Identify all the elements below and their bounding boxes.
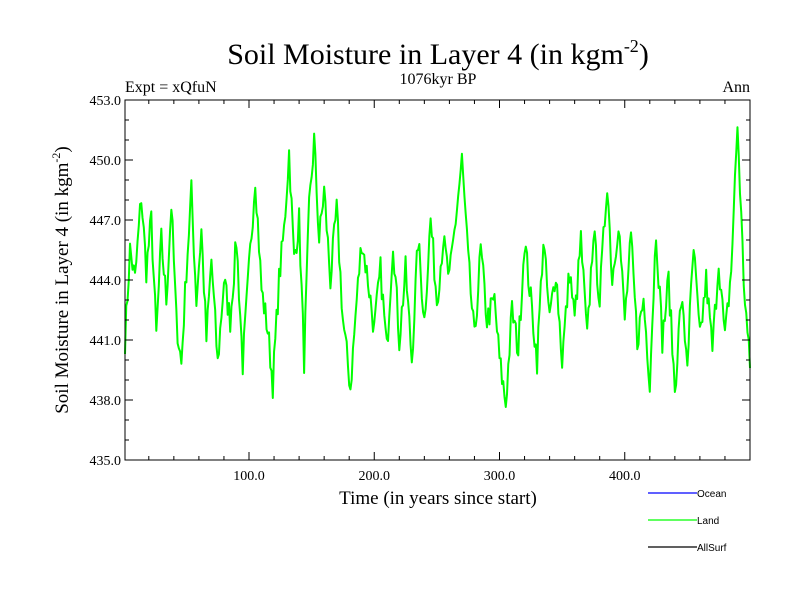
y-tick-label: 444.0	[90, 274, 122, 289]
y-axis-label-main: Soil Moisture in Layer 4 (in kgm	[52, 162, 73, 413]
x-axis-label: Time (in years since start)	[339, 488, 537, 509]
chart-title-sup: -2	[624, 36, 639, 56]
y-tick-label: 438.0	[90, 394, 122, 409]
y-axis-label-close: )	[52, 146, 73, 152]
x-tick-label: 200.0	[358, 469, 390, 484]
legend-label-land: Land	[697, 516, 719, 527]
y-tick-label: 441.0	[90, 334, 122, 349]
series-layer	[124, 126, 751, 408]
chart-title: Soil Moisture in Layer 4 (in kgm-2)	[227, 36, 649, 71]
x-tick-label: 100.0	[233, 469, 265, 484]
chart-title-main: Soil Moisture in Layer 4 (in kgm	[227, 38, 624, 71]
x-tick-label: 400.0	[609, 469, 641, 484]
y-axis-label-sup: -2	[49, 153, 63, 163]
chart-title-close: )	[639, 38, 649, 71]
y-axis-label: Soil Moisture in Layer 4 (in kgm-2)	[49, 146, 73, 414]
y-tick-label: 450.0	[90, 154, 122, 169]
y-tick-label: 447.0	[90, 214, 122, 229]
series-line-land	[124, 126, 751, 408]
tick-layer: 435.0 438.0 441.0 444.0 447.0 450.0 453.0 100.0…	[90, 94, 750, 484]
chart-subtitle: 1076kyr BP	[400, 71, 477, 88]
legend-label-ocean: Ocean	[697, 489, 726, 500]
y-tick-label: 435.0	[90, 454, 122, 469]
legend: Ocean Land AllSurf	[648, 489, 727, 554]
plot-frame	[124, 99, 751, 461]
x-tick-label: 300.0	[484, 469, 516, 484]
season-label: Ann	[722, 79, 750, 96]
y-tick-label: 453.0	[90, 94, 122, 109]
expt-label: Expt = xQfuN	[125, 79, 217, 96]
legend-label-allsurf: AllSurf	[697, 543, 727, 554]
